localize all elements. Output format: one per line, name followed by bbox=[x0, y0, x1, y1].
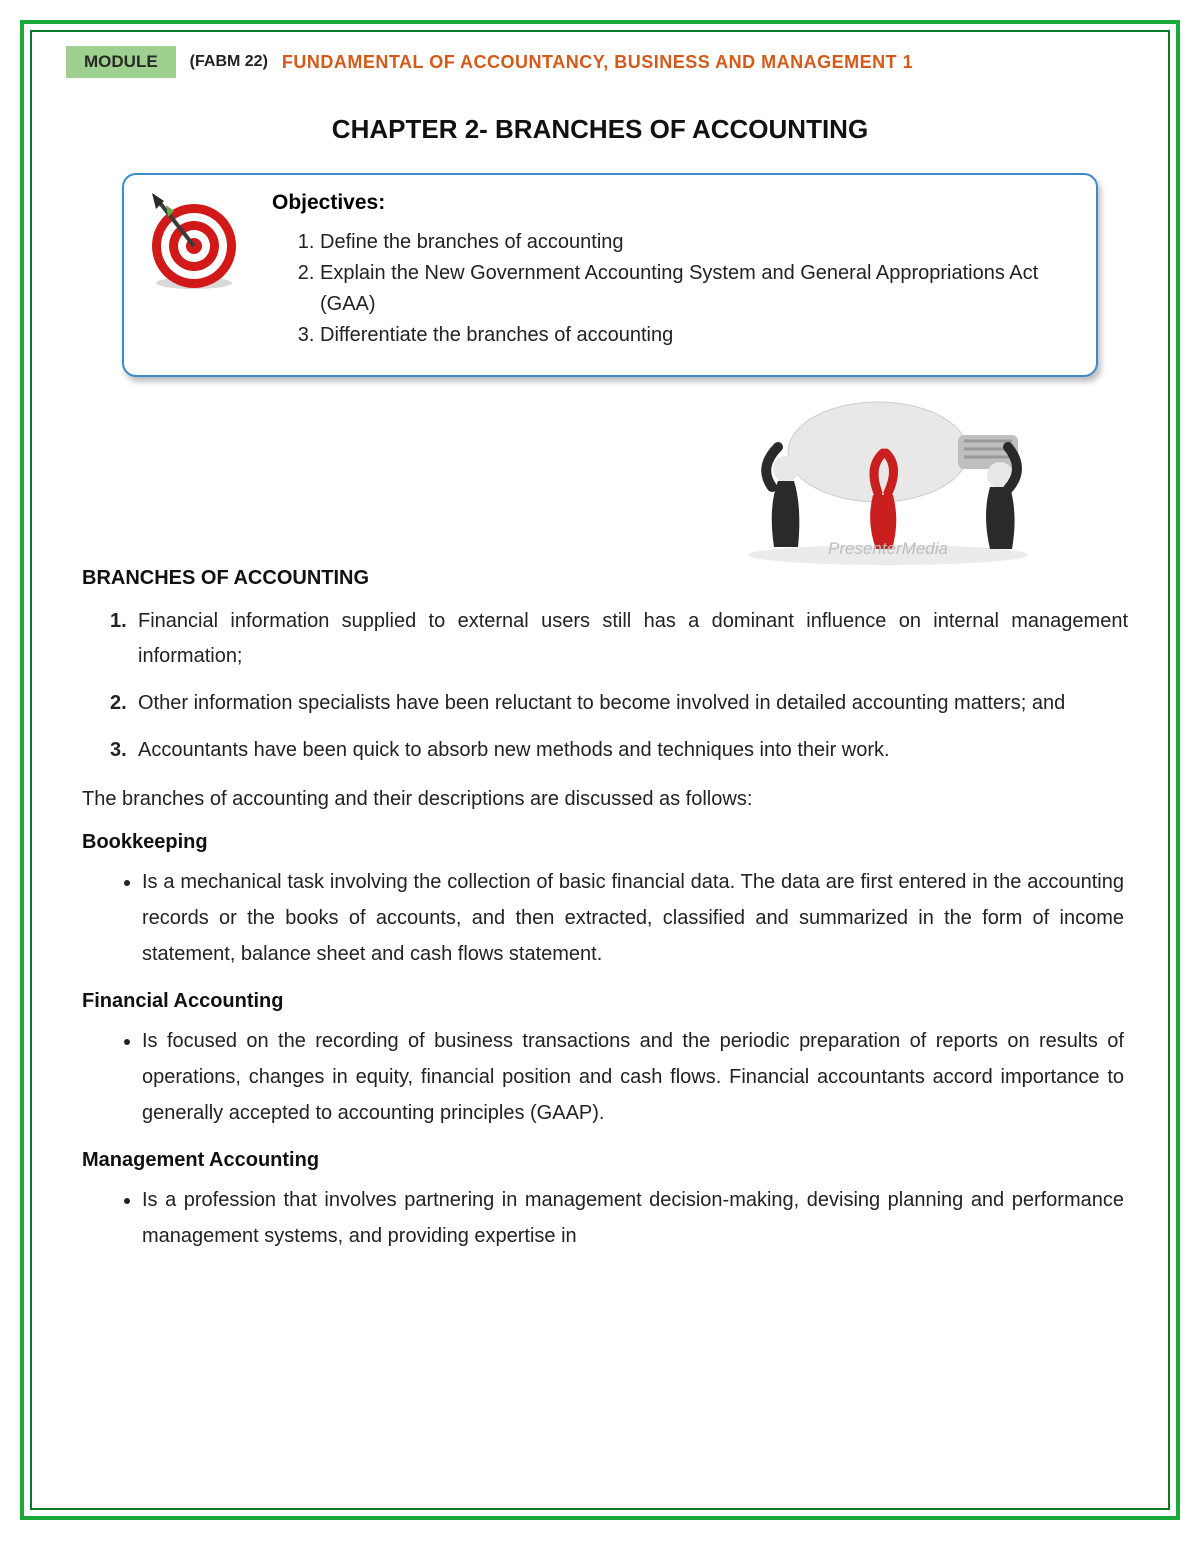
objectives-box: Objectives: Define the branches of accou… bbox=[122, 173, 1098, 377]
intro-text: Financial information supplied to extern… bbox=[138, 610, 1128, 667]
branch-heading: Bookkeeping bbox=[82, 831, 1128, 854]
branch-desc: Is a profession that involves partnering… bbox=[142, 1182, 1128, 1254]
intro-item: 3.Accountants have been quick to absorb … bbox=[120, 733, 1128, 768]
chapter-title: CHAPTER 2- BRANCHES OF ACCOUNTING bbox=[72, 114, 1128, 145]
course-code: (FABM 22) bbox=[190, 53, 268, 71]
intro-item: 1.Financial information supplied to exte… bbox=[120, 604, 1128, 674]
branch-bullets: Is a profession that involves partnering… bbox=[72, 1182, 1128, 1254]
objective-item: Explain the New Government Accounting Sy… bbox=[320, 258, 1066, 320]
objectives-heading: Objectives: bbox=[272, 191, 1066, 215]
branch-heading: Management Accounting bbox=[82, 1149, 1128, 1172]
intro-item: 2. Other information specialists have be… bbox=[120, 686, 1128, 721]
branch-desc: Is focused on the recording of business … bbox=[142, 1023, 1128, 1131]
target-icon bbox=[142, 191, 252, 291]
intro-list: 1.Financial information supplied to exte… bbox=[72, 604, 1128, 768]
branch-heading: Financial Accounting bbox=[82, 990, 1128, 1013]
inner-frame: MODULE (FABM 22) FUNDAMENTAL OF ACCOUNTA… bbox=[30, 30, 1170, 1510]
objectives-list: Define the branches of accounting Explai… bbox=[272, 227, 1066, 351]
objective-item: Differentiate the branches of accounting bbox=[320, 320, 1066, 351]
objectives-content: Objectives: Define the branches of accou… bbox=[272, 191, 1066, 351]
course-title: FUNDAMENTAL OF ACCOUNTANCY, BUSINESS AND… bbox=[282, 52, 913, 73]
illustration-watermark: PresenterMedia bbox=[828, 539, 948, 559]
lead-line: The branches of accounting and their des… bbox=[82, 782, 1128, 817]
branch-desc: Is a mechanical task involving the colle… bbox=[142, 864, 1128, 972]
intro-text: Other information specialists have been … bbox=[138, 692, 1065, 714]
section-heading: BRANCHES OF ACCOUNTING bbox=[82, 567, 1128, 590]
outer-frame: MODULE (FABM 22) FUNDAMENTAL OF ACCOUNTA… bbox=[20, 20, 1180, 1520]
branch-bullets: Is a mechanical task involving the colle… bbox=[72, 864, 1128, 972]
header-row: MODULE (FABM 22) FUNDAMENTAL OF ACCOUNTA… bbox=[66, 46, 1128, 78]
intro-text: Accountants have been quick to absorb ne… bbox=[138, 739, 890, 761]
objective-item: Define the branches of accounting bbox=[320, 227, 1066, 258]
lightbulb-illustration: PresenterMedia bbox=[708, 397, 1068, 567]
module-badge: MODULE bbox=[66, 46, 176, 78]
branch-bullets: Is focused on the recording of business … bbox=[72, 1023, 1128, 1131]
